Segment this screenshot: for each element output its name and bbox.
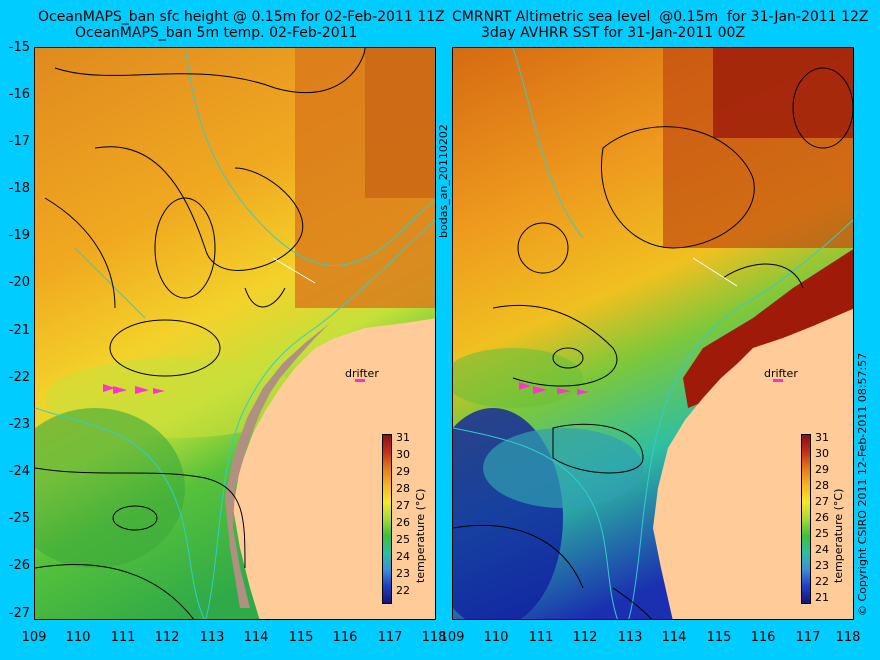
y-axis-label: -21 (8, 323, 30, 338)
left-map-svg (35, 48, 435, 619)
left-colorbar-tick: 30 (396, 448, 410, 461)
right-colorbar-tick: 28 (815, 479, 829, 492)
x-axis-label: 118 (421, 630, 447, 645)
left-map-panel: drifter 31 30 29 28 27 26 25 24 23 22 te… (34, 47, 436, 620)
x-axis-label: 112 (154, 630, 180, 645)
left-colorbar-tick: 24 (396, 550, 410, 563)
left-colorbar-label: temperature (°C) (414, 488, 427, 583)
x-axis-label: 118 (835, 630, 861, 645)
x-axis-label: 110 (483, 630, 509, 645)
right-map-svg (453, 48, 853, 619)
right-drifter-arrows (519, 382, 589, 395)
right-colorbar-tick: 29 (815, 463, 829, 476)
y-axis-label: -20 (8, 275, 30, 290)
x-axis-label: 113 (617, 630, 643, 645)
right-colorbar-tick: 30 (815, 447, 829, 460)
x-axis-label: 115 (706, 630, 732, 645)
left-drifter-label: drifter (345, 367, 379, 380)
left-drifter-arrow-icon (355, 379, 365, 382)
right-map-panel: drifter 31 30 29 28 27 26 25 24 23 22 21… (452, 47, 854, 620)
y-axis-label: -18 (8, 181, 30, 196)
right-title-line2: 3day AVHRR SST for 31-Jan-2011 00Z (481, 25, 746, 41)
y-axis-label: -24 (8, 464, 30, 479)
left-title-line1: OceanMAPS_ban sfc height @ 0.15m for 02-… (38, 9, 445, 25)
left-drifter-arrows (103, 384, 165, 394)
x-axis-label: 116 (750, 630, 776, 645)
right-title-line1: CMRNRT Altimetric sea level @0.15m for 3… (452, 9, 869, 25)
left-colorbar (382, 434, 392, 604)
y-axis-label: -22 (8, 370, 30, 385)
right-colorbar-label: temperature (°C) (832, 488, 845, 583)
left-colorbar-tick: 27 (396, 499, 410, 512)
x-axis-label: 114 (243, 630, 269, 645)
x-axis-label: 109 (439, 630, 465, 645)
right-colorbar-tick: 31 (815, 431, 829, 444)
left-colorbar-tick: 22 (396, 584, 410, 597)
right-drifter-arrow-icon (773, 379, 783, 382)
y-axis-label: -19 (8, 228, 30, 243)
x-axis-label: 111 (110, 630, 136, 645)
x-axis-label: 112 (572, 630, 598, 645)
y-axis-label: -26 (8, 558, 30, 573)
right-colorbar-tick: 24 (815, 543, 829, 556)
right-drifter-label: drifter (764, 367, 798, 380)
x-axis-label: 114 (661, 630, 687, 645)
right-colorbar-tick: 26 (815, 511, 829, 524)
left-colorbar-tick: 28 (396, 482, 410, 495)
y-axis-label: -25 (8, 511, 30, 526)
right-colorbar-tick: 25 (815, 527, 829, 540)
run-id-vertical-text: bodas_an_20110202 (437, 124, 450, 238)
x-axis-label: 110 (65, 630, 91, 645)
y-axis-label: -17 (8, 134, 30, 149)
y-axis-label: -23 (8, 417, 30, 432)
left-title-line2: OceanMAPS_ban 5m temp. 02-Feb-2011 (75, 25, 358, 41)
left-colorbar-tick: 31 (396, 431, 410, 444)
left-colorbar-tick: 25 (396, 533, 410, 546)
copyright-vertical-text: © Copyright CSIRO 2011 12-Feb-2011 08:57… (856, 352, 869, 616)
right-colorbar-tick: 22 (815, 575, 829, 588)
right-colorbar-tick: 23 (815, 559, 829, 572)
x-axis-label: 109 (21, 630, 47, 645)
x-axis-label: 117 (795, 630, 821, 645)
y-axis-label: -16 (8, 87, 30, 102)
left-colorbar-tick: 26 (396, 516, 410, 529)
left-colorbar-tick: 29 (396, 465, 410, 478)
x-axis-label: 117 (377, 630, 403, 645)
left-colorbar-tick: 23 (396, 567, 410, 580)
right-colorbar-tick: 27 (815, 495, 829, 508)
y-axis-label: -27 (8, 606, 30, 621)
y-axis-label: -15 (8, 40, 30, 55)
x-axis-label: 111 (528, 630, 554, 645)
x-axis-label: 115 (288, 630, 314, 645)
x-axis-label: 113 (199, 630, 225, 645)
right-colorbar (801, 434, 811, 604)
x-axis-label: 116 (332, 630, 358, 645)
right-colorbar-tick: 21 (815, 591, 829, 604)
